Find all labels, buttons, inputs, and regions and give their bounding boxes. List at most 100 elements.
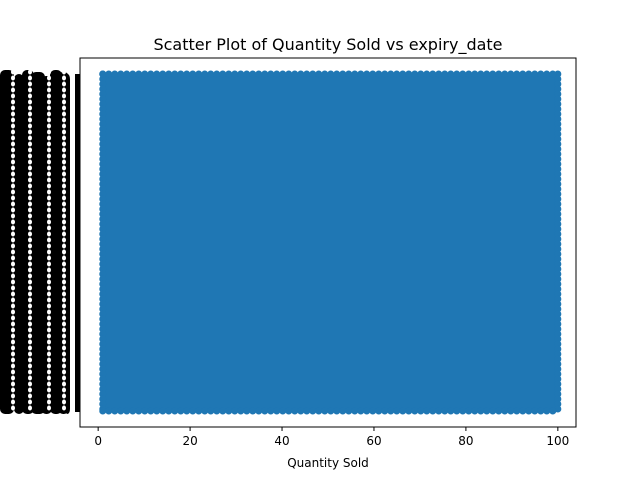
x-tick-label: 80 [458,434,473,448]
scatter-point [435,407,443,415]
plot-frame [79,57,577,428]
scatter-point [183,407,191,415]
y-tick-label-gap [47,369,51,375]
y-tick-label-gap [62,111,66,117]
y-tick-label-gap [11,405,15,411]
scatter-point [554,295,562,303]
y-tick-label-gap [47,141,51,147]
scatter-point [554,385,562,393]
y-tick-label-gap [62,387,66,393]
y-tick-label-gap [11,387,15,393]
y-tick-label-gap [28,261,32,267]
scatter-point [554,390,562,398]
y-tick-label-gap [62,123,66,129]
y-tick-label-gap [28,213,32,219]
scatter-point [99,340,107,348]
scatter-point [554,335,562,343]
y-tick-label-gap [11,279,15,285]
scatter-point [99,210,107,218]
y-tick-label-gap [11,105,15,111]
scatter-point [423,70,431,78]
scatter-point [405,70,413,78]
y-tick-label-gap [47,309,51,315]
y-tick-label-gap [28,387,32,393]
y-tick-label-gap [11,183,15,189]
y-tick-label-gap [11,69,15,75]
scatter-point [554,305,562,313]
y-tick-label-gap [28,153,32,159]
scatter-point [231,407,239,415]
scatter-point [465,407,473,415]
scatter-point [399,70,407,78]
y-tick-label-gap [47,195,51,201]
y-tick-marks-dense [75,74,80,412]
y-tick-label-gap [62,339,66,345]
x-tick-label: 20 [182,434,197,448]
scatter-point [554,205,562,213]
scatter-point-cloud [102,74,558,411]
y-tick-label-gap [11,117,15,123]
scatter-point [147,70,155,78]
scatter-point [99,375,107,383]
scatter-point [99,225,107,233]
y-tick-label-gap [62,249,66,255]
scatter-point [554,190,562,198]
scatter-point [554,255,562,263]
y-tick-label-gap [47,297,51,303]
scatter-point [459,70,467,78]
scatter-point [363,407,371,415]
scatter-point [531,70,539,78]
y-tick-label-gap [62,255,66,261]
y-tick-label-gap [62,405,66,411]
y-tick-label-gap [28,279,32,285]
scatter-point [99,320,107,328]
y-tick-label-gap [62,267,66,273]
y-tick-label-gap [62,225,66,231]
scatter-point [261,407,269,415]
scatter-point [429,407,437,415]
scatter-point [99,380,107,388]
y-tick-label-gap [11,129,15,135]
y-tick-label-gap [47,381,51,387]
y-tick-label-gap [11,159,15,165]
scatter-point [554,345,562,353]
scatter-point [554,80,562,88]
y-tick-label-gap [28,87,32,93]
y-tick-label-gap [47,393,51,399]
scatter-point [99,100,107,108]
data-points [99,70,562,415]
scatter-point [285,70,293,78]
y-tick-label-gap [28,135,32,141]
scatter-point [99,125,107,133]
scatter-point [99,220,107,228]
scatter-point [189,70,197,78]
y-tick-label-gap [62,189,66,195]
scatter-point [99,275,107,283]
y-tick-label-gap [11,267,15,273]
scatter-point [554,380,562,388]
y-tick-label-gap [47,87,51,93]
scatter-point [339,70,347,78]
scatter-point [554,265,562,273]
scatter-point [351,70,359,78]
scatter-point [303,70,311,78]
scatter-point [554,365,562,373]
y-tick-label-gap [28,207,32,213]
scatter-point [525,407,533,415]
y-tick-label-gap [11,111,15,117]
scatter-point [135,70,143,78]
y-tick-label-gap [11,273,15,279]
y-tick-label-gap [47,387,51,393]
y-tick-label-gap [28,183,32,189]
scatter-point [513,70,521,78]
scatter-point [549,70,557,78]
scatter-point [99,215,107,223]
y-tick-label-blob [0,70,14,414]
scatter-point [519,70,527,78]
scatter-point [177,407,185,415]
y-tick-label-gap [47,135,51,141]
scatter-point [99,315,107,323]
scatter-point [99,305,107,313]
scatter-point [99,360,107,368]
scatter-point [99,390,107,398]
